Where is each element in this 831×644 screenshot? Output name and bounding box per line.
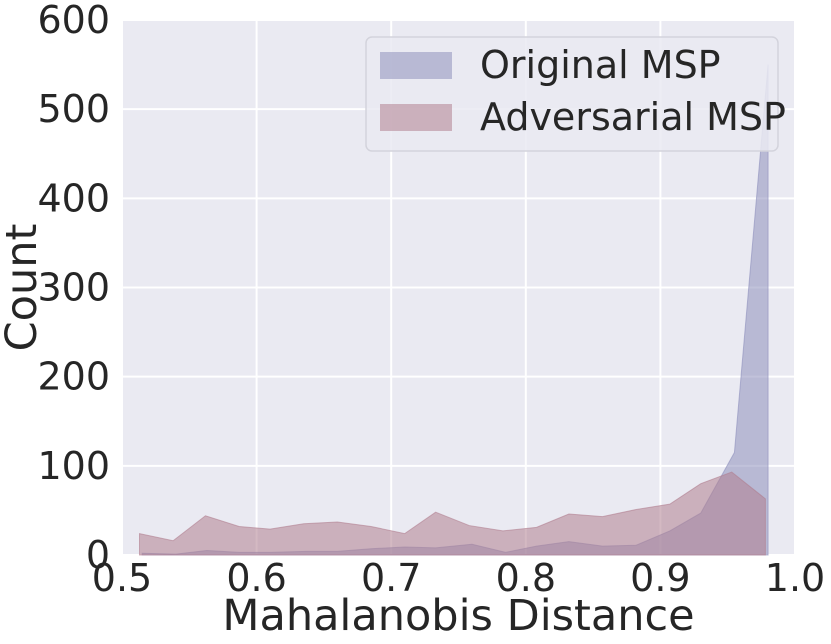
legend-swatch-adversarial-msp (380, 104, 452, 131)
legend-swatch-original-msp (380, 52, 452, 79)
x-axis-label: Mahalanobis Distance (222, 591, 694, 641)
x-tick-label-2: 0.7 (361, 556, 421, 600)
legend-label-original-msp: Original MSP (480, 43, 721, 87)
y-tick-label-3: 300 (37, 266, 110, 310)
series-areas (138, 64, 769, 556)
x-tick-labels: 0.5 0.6 0.7 0.8 0.9 1.0 (92, 556, 825, 600)
x-tick-label-4: 0.9 (630, 556, 690, 600)
y-tick-label-1: 100 (37, 444, 110, 488)
x-tick-label-0: 0.5 (92, 556, 152, 600)
x-tick-label-5: 1.0 (765, 556, 825, 600)
y-tick-label-4: 400 (37, 176, 110, 220)
y-tick-labels: 0 100 200 300 400 500 600 (37, 0, 110, 577)
legend: Original MSP Adversarial MSP (365, 36, 786, 152)
x-tick-label-3: 0.8 (496, 556, 556, 600)
y-axis-label: Count (0, 224, 47, 352)
legend-label-adversarial-msp: Adversarial MSP (480, 95, 786, 139)
y-tick-label-5: 500 (37, 87, 110, 131)
area-adversarial-msp (138, 471, 766, 556)
y-tick-label-0: 0 (86, 533, 110, 577)
y-tick-label-6: 600 (37, 0, 110, 42)
y-tick-label-2: 200 (37, 355, 110, 399)
x-tick-label-1: 0.6 (226, 556, 286, 600)
legend-box (365, 36, 779, 152)
